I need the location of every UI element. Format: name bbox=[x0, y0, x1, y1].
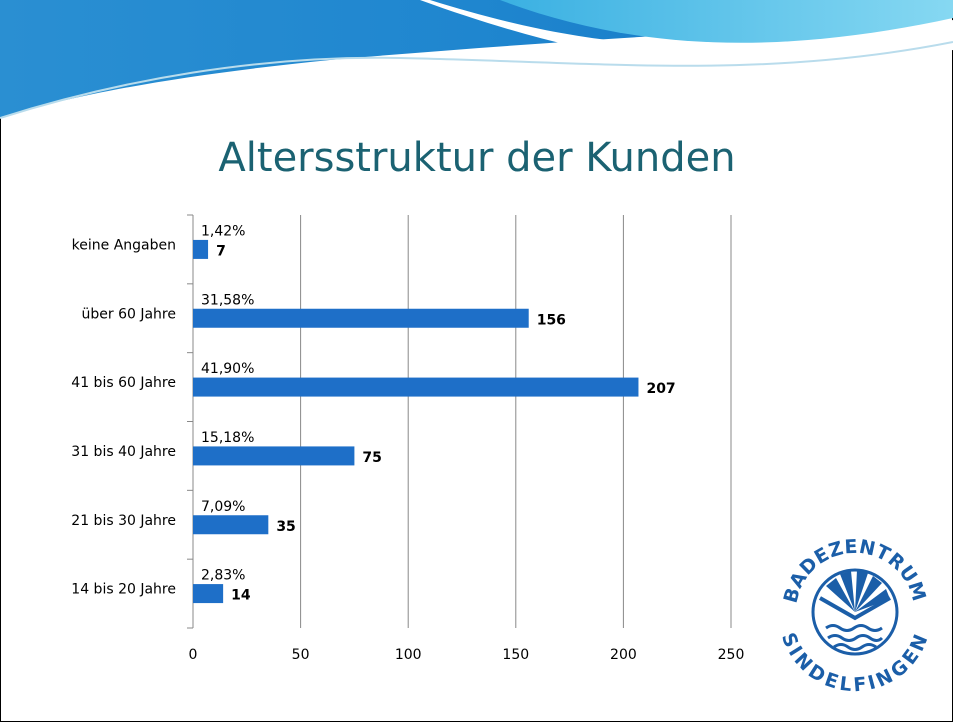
x-tick-label: 50 bbox=[292, 647, 310, 663]
value-label: 14 bbox=[231, 588, 251, 604]
bar bbox=[193, 377, 639, 397]
y-tick-label: 31 bis 40 Jahre bbox=[71, 444, 176, 460]
bar bbox=[193, 239, 209, 259]
logo-chevron bbox=[819, 596, 891, 621]
logo-waves bbox=[825, 624, 884, 651]
x-tick-label: 100 bbox=[395, 647, 422, 663]
percent-label: 41,90% bbox=[201, 361, 254, 377]
bar bbox=[193, 515, 269, 535]
value-label: 207 bbox=[646, 381, 675, 397]
logo-rays bbox=[826, 570, 890, 612]
bar bbox=[193, 584, 224, 604]
bar bbox=[193, 308, 529, 328]
header-swoosh bbox=[420, 0, 953, 69]
percent-label: 2,83% bbox=[201, 568, 245, 584]
header-line bbox=[0, 41, 953, 119]
chart-title: Altersstruktur der Kunden bbox=[218, 135, 735, 181]
y-tick-label: 14 bis 20 Jahre bbox=[71, 582, 176, 598]
x-tick-label: 200 bbox=[610, 647, 637, 663]
y-tick-label: 21 bis 30 Jahre bbox=[71, 513, 176, 529]
x-tick-label: 150 bbox=[502, 647, 529, 663]
header-wedge bbox=[500, 0, 953, 43]
bar bbox=[193, 446, 355, 466]
value-label: 156 bbox=[537, 312, 566, 328]
value-label: 7 bbox=[216, 243, 226, 259]
value-label: 35 bbox=[276, 519, 295, 535]
percent-label: 1,42% bbox=[201, 223, 245, 239]
y-tick-label: 41 bis 60 Jahre bbox=[71, 375, 176, 391]
chart: 0 50 100 150 200 250 keine Angaben 7 1,42% über 6… bbox=[71, 214, 745, 663]
y-tick-label: über 60 Jahre bbox=[82, 306, 177, 322]
y-tick-label: keine Angaben bbox=[72, 237, 176, 253]
percent-label: 31,58% bbox=[201, 292, 254, 308]
percent-label: 15,18% bbox=[201, 430, 254, 446]
x-tick-label: 0 bbox=[189, 647, 198, 663]
percent-label: 7,09% bbox=[201, 499, 245, 515]
x-tick-label: 250 bbox=[718, 647, 745, 663]
value-label: 75 bbox=[362, 450, 381, 466]
